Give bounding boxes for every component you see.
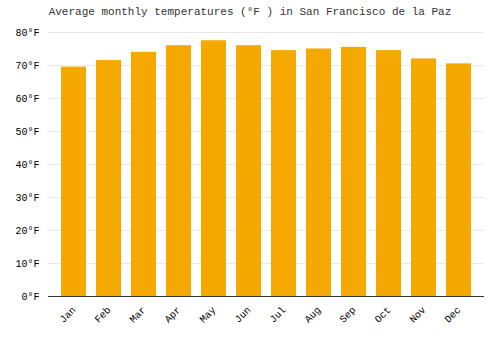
html-text:Average monthly temperatures (: Average monthly temperatures (°F ) in Sa… bbox=[48, 6, 452, 18]
svg-text:Apr: Apr bbox=[163, 305, 184, 326]
svg-text:0°F: 0°F bbox=[21, 292, 39, 303]
svg-text:60°F: 60°F bbox=[15, 94, 39, 105]
svg-text:10°F: 10°F bbox=[15, 259, 39, 270]
svg-text:70°F: 70°F bbox=[15, 61, 39, 72]
svg-text:Dec: Dec bbox=[443, 305, 464, 326]
svg-text:Jan: Jan bbox=[58, 305, 79, 326]
svg-text:80°F: 80°F bbox=[15, 28, 39, 39]
svg-text:20°F: 20°F bbox=[15, 226, 39, 237]
svg-text:Feb: Feb bbox=[93, 305, 114, 326]
svg-text:May: May bbox=[198, 305, 219, 326]
svg-text:Nov: Nov bbox=[408, 305, 429, 326]
svg-text:50°F: 50°F bbox=[15, 127, 39, 138]
svg-text:Mar: Mar bbox=[128, 305, 149, 326]
svg-text:Jul: Jul bbox=[268, 305, 289, 326]
svg-text:Aug: Aug bbox=[303, 305, 324, 326]
svg-text:40°F: 40°F bbox=[15, 160, 39, 171]
svg-text:Sep: Sep bbox=[338, 305, 359, 326]
svg-text:Oct: Oct bbox=[373, 305, 394, 326]
svg-text:30°F: 30°F bbox=[15, 193, 39, 204]
svg-text:Jun: Jun bbox=[233, 305, 254, 326]
